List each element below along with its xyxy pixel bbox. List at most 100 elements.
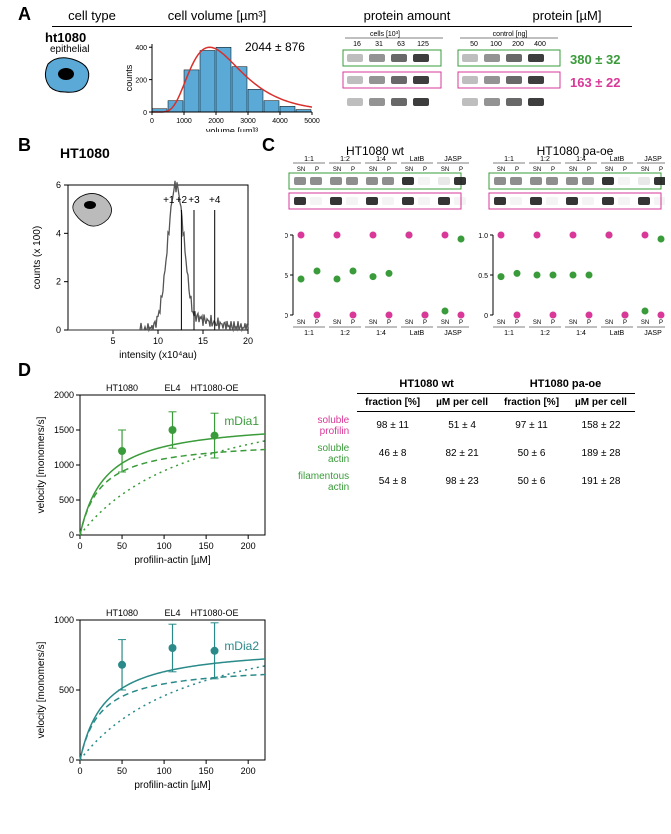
svg-text:1:2: 1:2	[540, 156, 550, 163]
svg-text:50: 50	[117, 541, 127, 551]
svg-text:P: P	[459, 320, 463, 326]
header-cell-type: cell type	[52, 8, 132, 23]
svg-text:150: 150	[199, 766, 214, 776]
svg-text:JASP: JASP	[444, 330, 462, 337]
svg-text:intensity (x10⁴au): intensity (x10⁴au)	[119, 350, 197, 360]
svg-text:P: P	[387, 320, 391, 326]
svg-text:0: 0	[77, 541, 82, 551]
pro1-concentration: 163 ± 22	[570, 75, 621, 90]
svg-text:SN: SN	[405, 167, 413, 173]
svg-text:+4: +4	[209, 195, 221, 206]
svg-text:EL4: EL4	[164, 608, 180, 618]
svg-text:1:2: 1:2	[540, 330, 550, 337]
svg-text:SN: SN	[569, 320, 577, 326]
panel-label-a: A	[18, 4, 31, 25]
svg-text:mDia2: mDia2	[224, 639, 259, 653]
svg-text:velocity [monomers/s]: velocity [monomers/s]	[36, 641, 47, 738]
svg-text:3000: 3000	[240, 118, 256, 125]
svg-text:SN: SN	[333, 320, 341, 326]
actin-concentration: 380 ± 32	[570, 52, 621, 67]
svg-text:SN: SN	[641, 167, 649, 173]
svg-text:P: P	[351, 167, 355, 173]
svg-text:SN: SN	[497, 320, 505, 326]
svg-text:counts: counts	[124, 64, 134, 91]
svg-text:SN: SN	[369, 167, 377, 173]
svg-text:1:1: 1:1	[304, 330, 314, 337]
svg-text:1.0: 1.0	[478, 233, 488, 240]
cell-icon	[40, 52, 95, 97]
svg-text:0: 0	[69, 755, 74, 765]
panel-label-b: B	[18, 135, 31, 156]
panelC-svg: HT1080 wt1:1SNP1:2SNP1:4SNPLatBSNPJASPSN…	[285, 145, 665, 355]
svg-text:SN: SN	[569, 167, 577, 173]
intensity-histogram: 51015200246intensity (x10⁴au)counts (x 1…	[26, 160, 261, 360]
svg-text:cells [10³]: cells [10³]	[370, 31, 400, 38]
svg-text:5000: 5000	[304, 118, 320, 125]
svg-text:1:1: 1:1	[504, 156, 514, 163]
header-protein-conc: protein [µM]	[512, 8, 622, 23]
svg-text:JASP: JASP	[644, 156, 662, 163]
svg-text:200: 200	[241, 541, 256, 551]
svg-text:1:1: 1:1	[304, 156, 314, 163]
svg-text:0: 0	[77, 766, 82, 776]
mdia1-chart: 0501001502000500100015002000profilin-act…	[30, 375, 280, 575]
svg-text:0: 0	[484, 313, 488, 320]
svg-text:0: 0	[150, 118, 154, 125]
cell-line-label: ht1080	[45, 30, 86, 45]
svg-text:profilin-actin [µM]: profilin-actin [µM]	[134, 780, 211, 791]
svg-text:1:4: 1:4	[376, 330, 386, 337]
svg-text:1000: 1000	[176, 118, 192, 125]
fraction-table: HT1080 wtHT1080 pa-oefraction [%]µM per …	[290, 375, 635, 496]
svg-text:5: 5	[110, 336, 115, 346]
svg-text:SN: SN	[641, 320, 649, 326]
svg-text:2000: 2000	[208, 118, 224, 125]
svg-text:SN: SN	[369, 320, 377, 326]
svg-text:SN: SN	[441, 320, 449, 326]
svg-text:profilin-actin [µM]: profilin-actin [µM]	[134, 555, 211, 566]
svg-text:16: 16	[353, 41, 361, 48]
svg-text:31: 31	[375, 41, 383, 48]
svg-text:500: 500	[59, 495, 74, 505]
svg-text:counts (x 100): counts (x 100)	[32, 226, 43, 289]
svg-text:+3: +3	[188, 195, 200, 206]
svg-text:1:4: 1:4	[376, 156, 386, 163]
svg-text:4000: 4000	[272, 118, 288, 125]
header-protein-amount: protein amount	[302, 8, 512, 23]
header-underline	[52, 26, 632, 27]
svg-text:400: 400	[534, 41, 546, 48]
svg-text:1:4: 1:4	[576, 330, 586, 337]
svg-text:1:1: 1:1	[504, 330, 514, 337]
svg-text:63: 63	[397, 41, 405, 48]
svg-text:2: 2	[56, 277, 61, 287]
svg-text:SN: SN	[297, 167, 305, 173]
svg-text:1:2: 1:2	[340, 330, 350, 337]
svg-text:2000: 2000	[54, 390, 74, 400]
svg-text:JASP: JASP	[444, 156, 462, 163]
svg-text:LatB: LatB	[410, 330, 425, 337]
svg-text:15: 15	[198, 336, 208, 346]
volume-mean-sd: 2044 ± 876	[245, 40, 305, 54]
svg-text:SN: SN	[441, 167, 449, 173]
svg-text:1000: 1000	[54, 460, 74, 470]
svg-text:HT1080-OE: HT1080-OE	[191, 608, 239, 618]
svg-text:0: 0	[56, 325, 61, 335]
svg-text:100: 100	[490, 41, 502, 48]
svg-text:50: 50	[470, 41, 478, 48]
svg-text:P: P	[515, 167, 519, 173]
svg-text:P: P	[659, 320, 663, 326]
svg-text:JASP: JASP	[644, 330, 662, 337]
svg-text:0: 0	[143, 110, 147, 117]
svg-text:1.0: 1.0	[285, 233, 288, 240]
svg-text:400: 400	[135, 45, 147, 52]
panelB-title: HT1080	[60, 145, 110, 161]
svg-text:P: P	[423, 167, 427, 173]
svg-text:1500: 1500	[54, 425, 74, 435]
svg-text:100: 100	[157, 766, 172, 776]
svg-text:10: 10	[153, 336, 163, 346]
svg-text:control [ng]: control [ng]	[493, 31, 528, 38]
svg-text:SN: SN	[605, 320, 613, 326]
svg-text:LatB: LatB	[610, 330, 625, 337]
svg-text:P: P	[659, 167, 663, 173]
svg-text:1:4: 1:4	[576, 156, 586, 163]
svg-text:125: 125	[417, 41, 429, 48]
